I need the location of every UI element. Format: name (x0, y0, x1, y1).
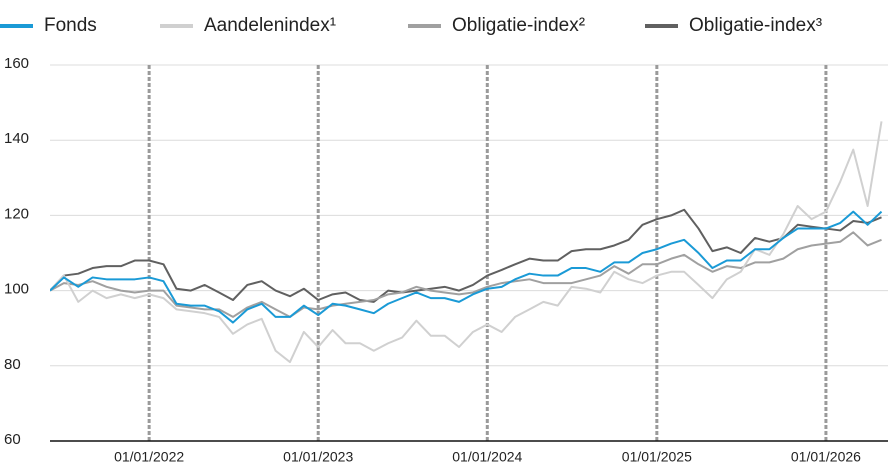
legend: Fonds Aandelenindex¹ Obligatie-index² Oblig… (0, 15, 822, 36)
legend-label: Aandelenindex¹ (204, 15, 336, 36)
series-line (50, 208, 882, 303)
y-tick-label: 120 (4, 205, 29, 222)
x-tick-label: 01/01/2026 (791, 449, 861, 465)
legend-label: Fonds (44, 15, 97, 36)
x-tick-label: 01/01/2025 (622, 449, 692, 465)
axes: 60 80 100 120 140 160 01/01/2022 01/01/2023 01/0… (4, 55, 888, 465)
y-tick-label: 160 (4, 55, 29, 72)
x-tick-label: 01/01/2022 (114, 449, 184, 465)
y-tick-label: 100 (4, 281, 29, 298)
legend-label: Obligatie-index² (452, 15, 585, 36)
y-tick-label: 60 (4, 431, 21, 448)
legend-label: Obligatie-index³ (689, 15, 822, 36)
x-tick-label: 01/01/2024 (452, 449, 522, 465)
series-line (50, 210, 883, 324)
lines (50, 121, 883, 364)
series-line (50, 121, 883, 364)
x-tick-label: 01/01/2023 (283, 449, 353, 465)
y-tick-label: 80 (4, 356, 21, 373)
y-tick-label: 140 (4, 130, 29, 147)
series-line (50, 231, 882, 318)
